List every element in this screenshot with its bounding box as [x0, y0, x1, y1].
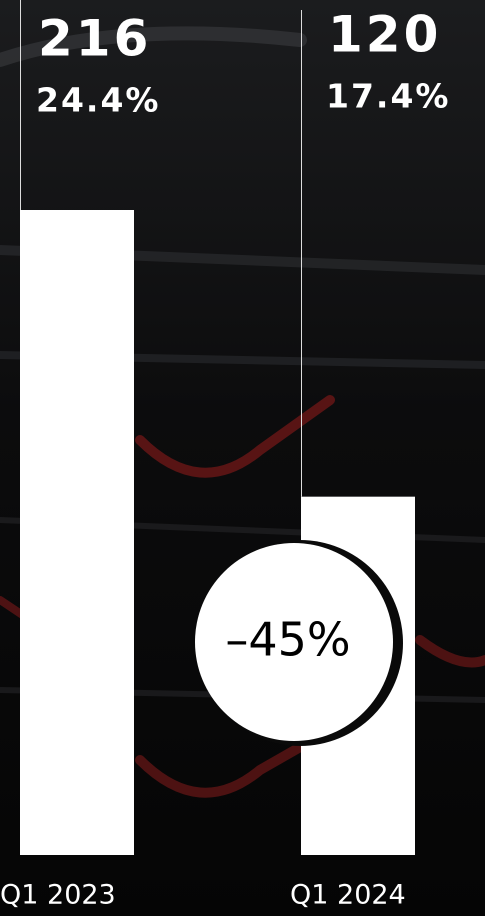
x-tick-label: Q1 2024 [290, 880, 406, 911]
x-tick-label: Q1 2023 [0, 880, 116, 911]
change-badge [195, 543, 393, 741]
percent-label: 17.4% [326, 77, 451, 116]
value-label: 216 [38, 10, 151, 68]
value-label: 120 [328, 6, 441, 64]
change-label: –45% [225, 613, 350, 667]
percent-label: 24.4% [36, 81, 161, 120]
bar [20, 210, 134, 855]
